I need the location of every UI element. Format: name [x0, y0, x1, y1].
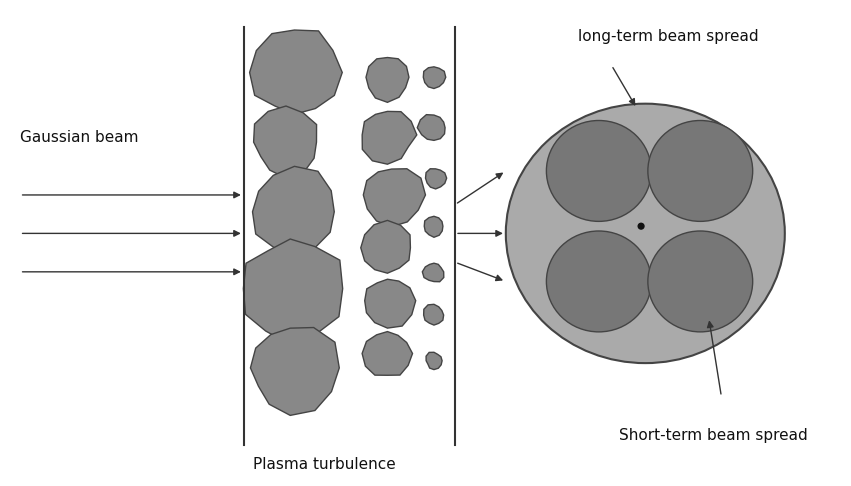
Ellipse shape	[648, 231, 752, 332]
Ellipse shape	[638, 223, 644, 229]
Text: Gaussian beam: Gaussian beam	[20, 130, 138, 145]
Polygon shape	[361, 220, 410, 273]
Text: Plasma turbulence: Plasma turbulence	[253, 456, 396, 471]
Text: long-term beam spread: long-term beam spread	[578, 29, 758, 44]
Polygon shape	[417, 115, 445, 140]
Polygon shape	[249, 30, 342, 114]
Polygon shape	[424, 304, 443, 325]
Polygon shape	[425, 216, 443, 237]
Polygon shape	[254, 106, 317, 178]
Polygon shape	[426, 352, 443, 369]
Polygon shape	[363, 111, 417, 164]
Ellipse shape	[505, 104, 785, 363]
Polygon shape	[243, 239, 343, 345]
Polygon shape	[365, 279, 415, 328]
Polygon shape	[423, 67, 446, 88]
Polygon shape	[426, 169, 447, 189]
Ellipse shape	[648, 121, 752, 222]
Polygon shape	[422, 263, 443, 282]
Polygon shape	[366, 57, 409, 103]
Text: Short-term beam spread: Short-term beam spread	[619, 428, 808, 443]
Polygon shape	[250, 328, 340, 416]
Polygon shape	[253, 166, 334, 255]
Ellipse shape	[546, 121, 651, 222]
Polygon shape	[363, 169, 426, 226]
Polygon shape	[363, 331, 413, 375]
Ellipse shape	[546, 231, 651, 332]
